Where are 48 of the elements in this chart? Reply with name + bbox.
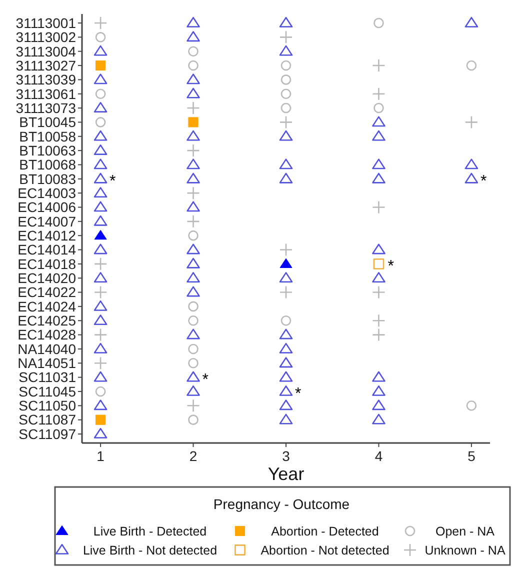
y-tick-label: EC14022 [18,284,76,300]
y-tick-label: 31113001 [16,14,76,31]
y-tick-label: EC14025 [18,312,76,329]
y-tick-label: SC11031 [18,369,76,386]
y-tick-label: BT10058 [19,128,76,144]
y-tick-label: EC14012 [18,227,76,244]
annotation: * [202,371,209,388]
y-tick-label: BT10068 [19,156,76,173]
y-tick-label: EC14003 [18,184,76,201]
x-tick-label: 4 [374,448,383,464]
y-tick-label: 31113027 [16,57,76,74]
x-tick-label: 3 [282,448,290,464]
x-tick-label: 2 [189,448,198,464]
legend-label: Abortion - Not detected [260,543,390,558]
annotation: * [110,172,116,190]
y-tick-label: 31113061 [16,86,76,102]
y-tick-label: EC14006 [18,199,76,216]
y-tick-label: SC11045 [18,383,76,400]
y-tick-label: 31113002 [16,29,76,46]
y-tick-label: BT10063 [19,142,76,158]
y-tick-label: SC11050 [18,398,76,414]
x-tick-label: 5 [468,448,476,464]
y-tick-label: SC11097 [18,426,76,442]
y-tick-label: 31113004 [16,43,76,60]
y-tick-label: 31113039 [16,72,76,88]
y-tick-label: NA14040 [18,340,76,357]
annotation: * [295,385,302,402]
y-tick-label: EC14014 [18,242,76,258]
annotation: * [480,172,487,190]
x-axis-title: Year [268,464,304,484]
legend-label: Live Birth - Detected [93,524,207,538]
x-tick-label: 1 [96,448,105,464]
legend-label: Live Birth - Not detected [82,543,218,558]
legend-title: Pregnancy - Outcome [213,496,350,512]
y-tick-label: BT10045 [19,114,76,130]
legend-label: Open - NA [435,524,496,538]
y-tick-label: NA14051 [18,355,76,372]
y-tick-label: EC14018 [18,256,76,272]
legend-label: Abortion - Detected [271,524,379,538]
legend-label: Unknown - NA [424,543,506,558]
annotation: * [388,258,394,275]
y-tick-label: EC14024 [18,298,76,314]
y-tick-label: EC14028 [18,326,76,343]
y-tick-label: EC14020 [18,270,76,286]
y-tick-label: EC14007 [18,213,76,230]
y-tick-label: BT10083 [19,170,76,187]
y-tick-label: 31113073 [16,100,76,116]
y-tick-label: SC11087 [18,412,76,428]
